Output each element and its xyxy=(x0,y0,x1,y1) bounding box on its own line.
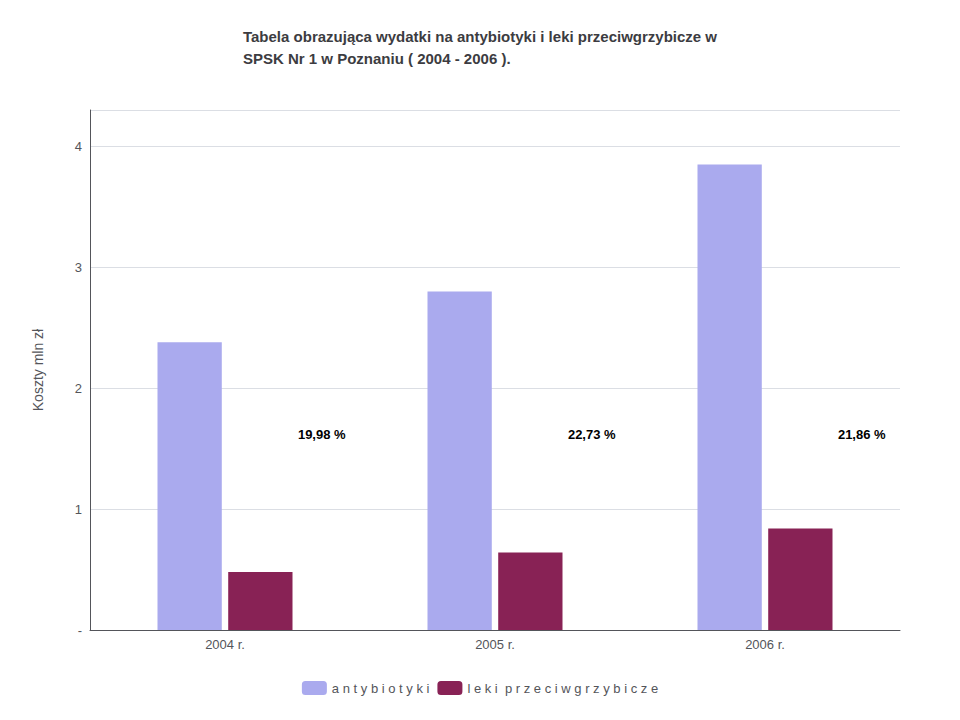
svg-text:19,98 %: 19,98 % xyxy=(298,427,346,442)
svg-text:Tabela obrazująca wydatki na a: Tabela obrazująca wydatki na antybiotyki… xyxy=(243,28,717,45)
svg-text:2004 r.: 2004 r. xyxy=(205,637,245,652)
svg-text:3: 3 xyxy=(75,260,82,275)
svg-text:21,86 %: 21,86 % xyxy=(838,427,886,442)
svg-text:Koszty mln zł: Koszty mln zł xyxy=(30,328,46,411)
svg-text:-: - xyxy=(78,623,82,638)
svg-text:SPSK Nr 1 w Poznaniu ( 2004 -: SPSK Nr 1 w Poznaniu ( 2004 - 2006 ). xyxy=(243,50,511,67)
svg-text:2006 r.: 2006 r. xyxy=(745,637,785,652)
svg-text:4: 4 xyxy=(75,139,82,154)
svg-text:l e k i p r z e c i w g r z y: l e k i p r z e c i w g r z y b i c z e xyxy=(467,681,658,696)
svg-text:1: 1 xyxy=(75,502,82,517)
svg-text:2: 2 xyxy=(75,381,82,396)
svg-text:2005 r.: 2005 r. xyxy=(475,637,515,652)
svg-text:22,73 %: 22,73 % xyxy=(568,427,616,442)
svg-text:a n t y b i o t y k i: a n t y b i o t y k i xyxy=(332,681,430,696)
